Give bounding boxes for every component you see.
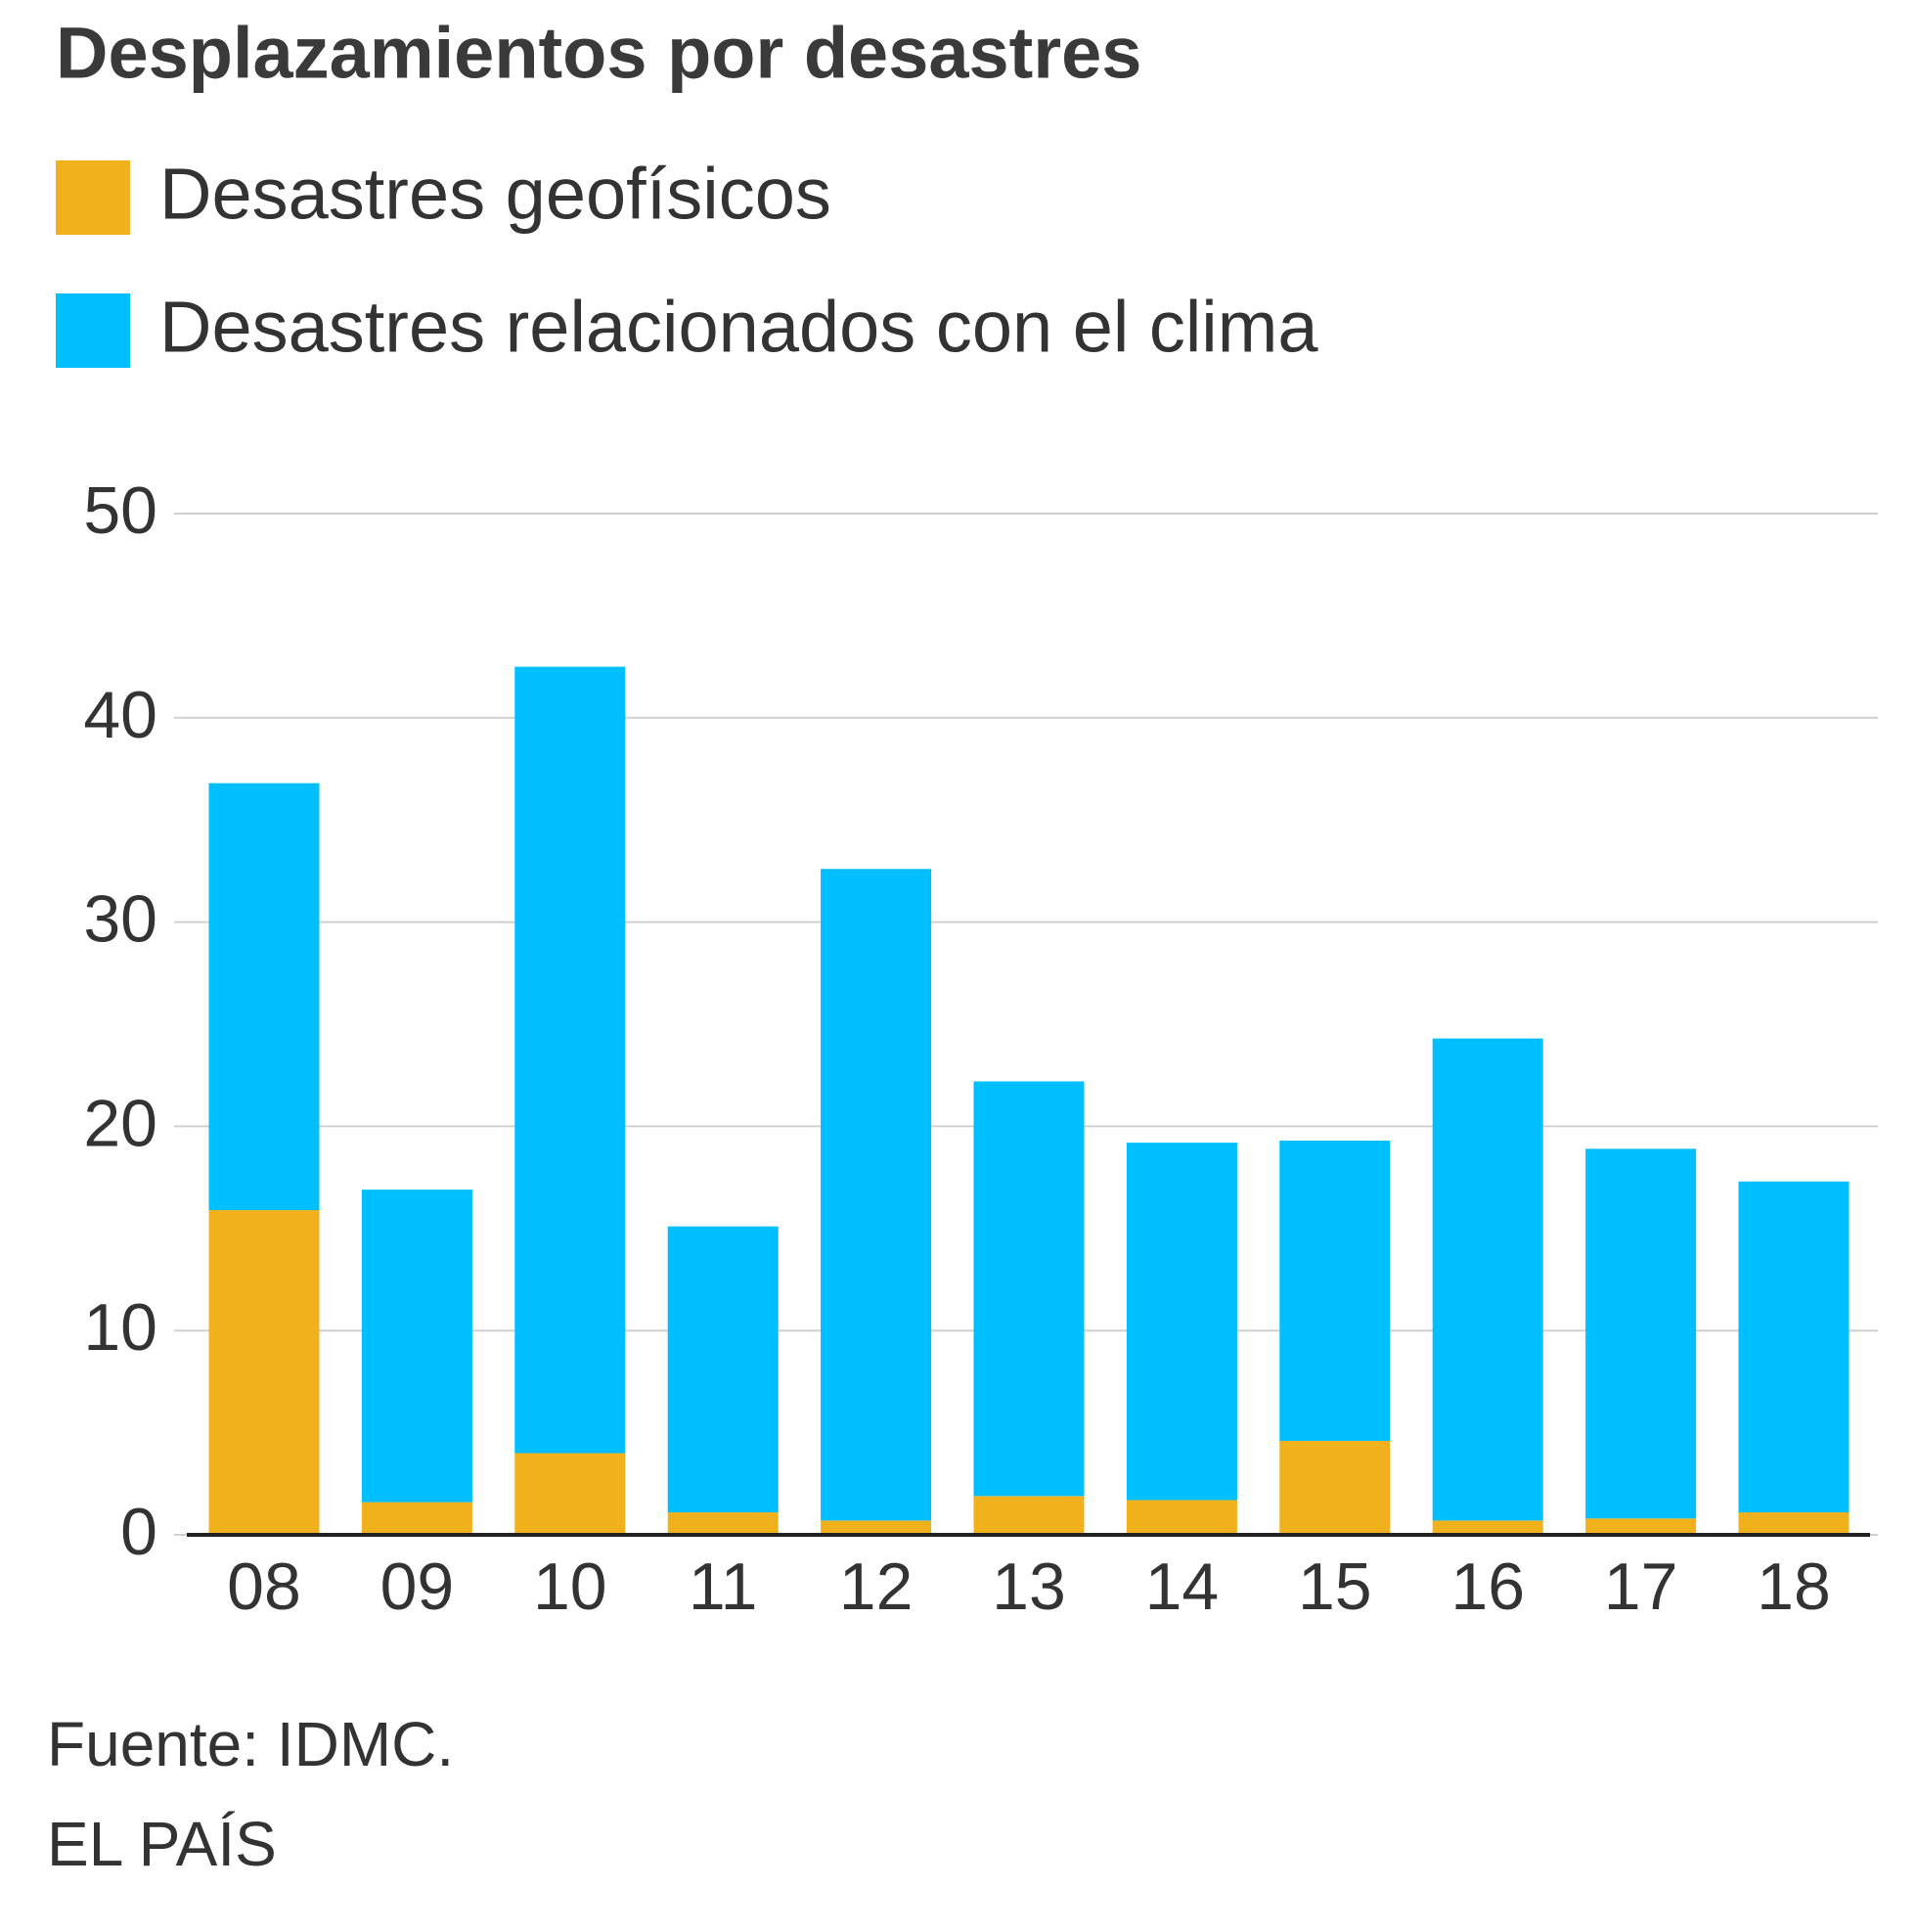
y-tick-label: 30 bbox=[83, 882, 157, 957]
bar-segment bbox=[208, 1210, 320, 1535]
bar-segment bbox=[1585, 1148, 1697, 1519]
legend-label: Desastres relacionados con el clima bbox=[159, 287, 1318, 368]
x-tick-label: 09 bbox=[380, 1550, 455, 1624]
x-tick-label: 15 bbox=[1298, 1550, 1372, 1624]
y-tick-label: 20 bbox=[83, 1086, 157, 1160]
bar-segment bbox=[1279, 1440, 1391, 1535]
y-tick-label: 40 bbox=[83, 678, 157, 752]
bar-segment bbox=[1585, 1518, 1697, 1535]
y-tick-label: 10 bbox=[83, 1290, 157, 1365]
bar-segment bbox=[821, 1520, 932, 1535]
bar-segment bbox=[973, 1081, 1085, 1497]
legend-swatch bbox=[56, 160, 130, 235]
bar-segment bbox=[514, 1453, 626, 1535]
bar-segment bbox=[1432, 1038, 1543, 1521]
y-tick-label: 0 bbox=[120, 1495, 157, 1569]
chart-title: Desplazamientos por desastres bbox=[56, 13, 1141, 94]
bar-segment bbox=[973, 1496, 1085, 1535]
source: Fuente: IDMC. bbox=[47, 1709, 454, 1779]
bar-segment bbox=[1738, 1512, 1850, 1535]
x-tick-label: 18 bbox=[1757, 1550, 1831, 1624]
bar-segment bbox=[361, 1502, 472, 1535]
bar-segment bbox=[1126, 1500, 1237, 1535]
legend-label: Desastres geofísicos bbox=[159, 154, 831, 235]
x-tick-label: 10 bbox=[533, 1550, 607, 1624]
x-tick-label: 17 bbox=[1604, 1550, 1678, 1624]
bar-segment bbox=[208, 783, 320, 1211]
bar-segment bbox=[1738, 1181, 1850, 1513]
y-tick-label: 50 bbox=[83, 473, 157, 548]
credit: EL PAÍS bbox=[47, 1809, 277, 1879]
x-tick-label: 16 bbox=[1450, 1550, 1525, 1624]
x-tick-label: 13 bbox=[992, 1550, 1066, 1624]
bar-segment bbox=[514, 666, 626, 1454]
x-tick-label: 08 bbox=[227, 1550, 301, 1624]
bar-segment bbox=[667, 1512, 779, 1535]
bar-segment bbox=[1432, 1520, 1543, 1535]
bar-segment bbox=[821, 869, 932, 1521]
bar-segment bbox=[1279, 1141, 1391, 1441]
bar-segment bbox=[1126, 1143, 1237, 1501]
legend-swatch bbox=[56, 293, 130, 368]
x-tick-label: 12 bbox=[839, 1550, 914, 1624]
x-tick-label: 11 bbox=[689, 1550, 758, 1624]
bar-segment bbox=[667, 1226, 779, 1513]
x-tick-label: 14 bbox=[1145, 1550, 1220, 1624]
bar-segment bbox=[361, 1190, 472, 1503]
